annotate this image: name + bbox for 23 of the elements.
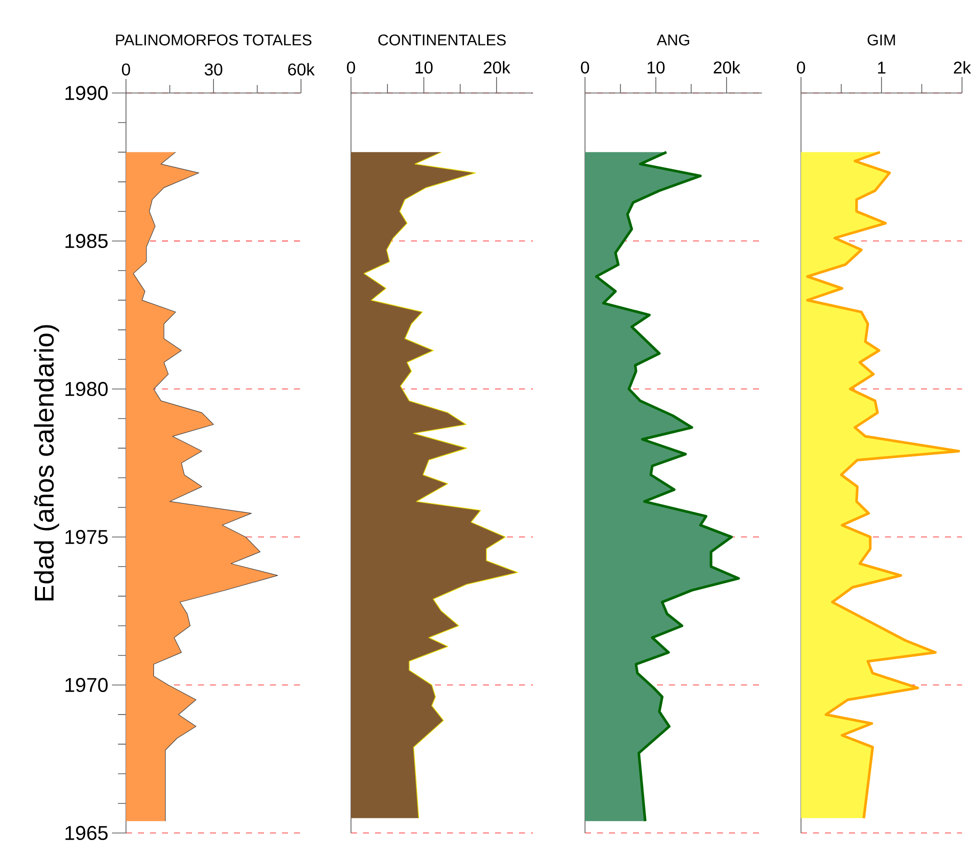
y-tick-label: 1970	[66, 678, 108, 692]
x-tick-label: 0	[796, 61, 806, 74]
chart-title: PALINOMORFOS TOTALES	[116, 34, 312, 46]
chart-title: ANG	[656, 34, 690, 46]
y-tick-label: 1980	[66, 382, 108, 396]
y-tick-label: 1985	[66, 234, 108, 248]
y-axis-title: Edad (años calendario)	[34, 325, 60, 600]
y-tick-label: 1975	[66, 530, 108, 544]
x-tick-label: 10	[416, 61, 433, 74]
x-tick-label: 60k	[288, 63, 315, 76]
x-tick-label: 10	[648, 61, 665, 74]
x-tick-label: 0	[346, 61, 356, 74]
x-tick-label: 0	[122, 63, 130, 76]
chart-title: CONTINENTALES	[378, 34, 506, 46]
x-tick-label: 0	[580, 61, 590, 74]
x-tick-label: 20k	[714, 61, 740, 74]
chart-title: GIM	[868, 34, 895, 46]
y-tick-label: 1965	[66, 826, 108, 840]
x-tick-label: 1	[878, 62, 886, 74]
y-tick-label: 1990	[66, 86, 108, 100]
x-tick-label: 20k	[484, 61, 510, 74]
x-tick-label: 30	[204, 63, 222, 76]
x-tick-label: 2k	[954, 61, 972, 74]
